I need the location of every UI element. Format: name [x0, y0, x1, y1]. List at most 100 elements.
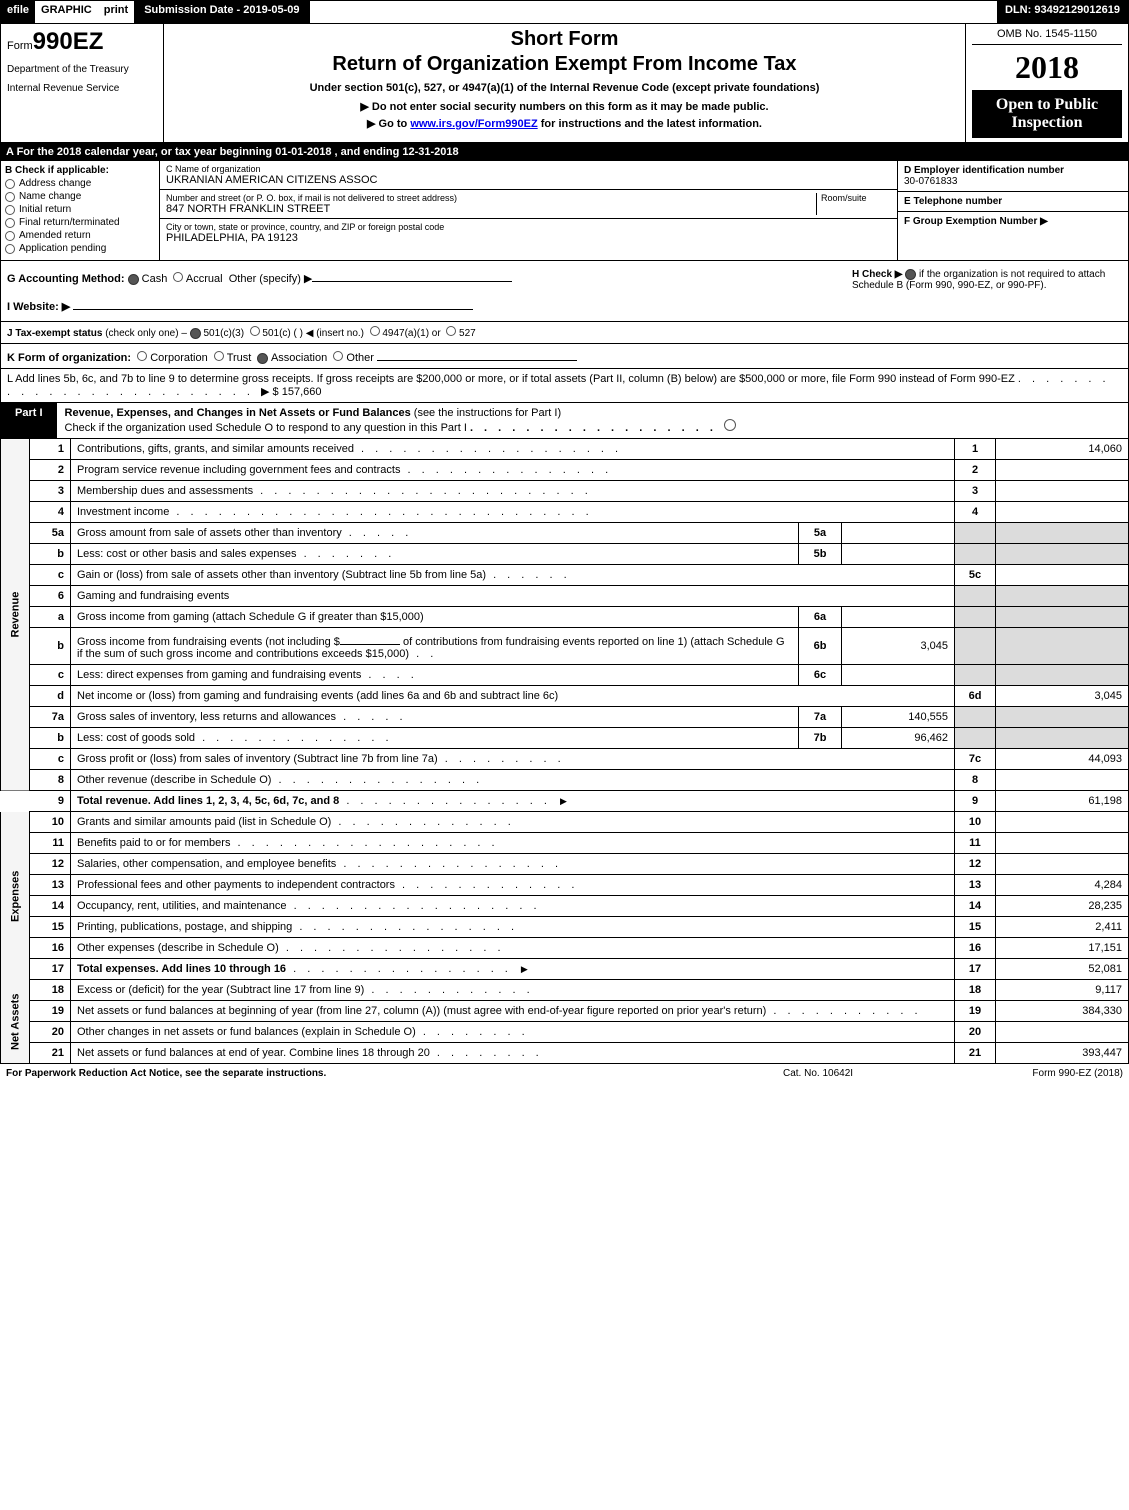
efile-label: efile — [1, 1, 35, 23]
l19-box: 19 — [955, 1001, 996, 1022]
part1-title: Revenue, Expenses, and Changes in Net As… — [65, 407, 411, 419]
dots-icon: . . — [409, 648, 437, 660]
l7a-sub: 7a — [799, 707, 842, 728]
k-corp-icon[interactable] — [137, 351, 147, 361]
grey-cell — [996, 728, 1129, 749]
line-1: Revenue 1 Contributions, gifts, grants, … — [1, 439, 1129, 460]
arrow-icon — [558, 795, 569, 807]
l16-desc: Other expenses (describe in Schedule O) — [77, 942, 279, 954]
grey-cell — [955, 586, 996, 607]
j-note: (check only one) – — [105, 328, 187, 339]
l8-desc: Other revenue (describe in Schedule O) — [77, 774, 271, 786]
l2-num: 2 — [30, 460, 71, 481]
a-end-date: 12-31-2018 — [402, 146, 458, 158]
instruction-1: ▶ Do not enter social security numbers o… — [172, 100, 957, 113]
l7c-num: c — [30, 749, 71, 770]
accrual-checkbox-icon[interactable] — [173, 272, 183, 282]
dots-icon: . . . . . . . . . . . . . . . — [400, 464, 612, 476]
instructions-link[interactable]: www.irs.gov/Form990EZ — [410, 118, 537, 130]
graphic-label[interactable]: GRAPHIC — [35, 1, 98, 23]
print-button[interactable]: print — [98, 1, 134, 23]
l21-box: 21 — [955, 1043, 996, 1064]
check-address-change[interactable]: Address change — [5, 178, 155, 189]
k-other-icon[interactable] — [333, 351, 343, 361]
l12-num: 12 — [30, 854, 71, 875]
grey-cell — [955, 628, 996, 665]
l-text: L Add lines 5b, 6c, and 7b to line 9 to … — [7, 373, 1015, 385]
k-assoc: Association — [271, 352, 327, 364]
line-2: 2 Program service revenue including gove… — [1, 460, 1129, 481]
website-field[interactable] — [73, 297, 473, 310]
l1-num: 1 — [30, 439, 71, 460]
check-final-return[interactable]: Final return/terminated — [5, 217, 155, 228]
b-item-5: Application pending — [19, 243, 106, 254]
l7c-box: 7c — [955, 749, 996, 770]
j-opt2: 501(c) ( ) ◀ (insert no.) — [262, 328, 364, 339]
check-initial-return[interactable]: Initial return — [5, 204, 155, 215]
footer-center: Cat. No. 10642I — [783, 1068, 963, 1079]
l3-box: 3 — [955, 481, 996, 502]
l3-val — [996, 481, 1129, 502]
line-6b: b Gross income from fundraising events (… — [1, 628, 1129, 665]
l10-val — [996, 812, 1129, 833]
l5b-sub: 5b — [799, 544, 842, 565]
l-arrow: ▶ $ — [261, 386, 282, 398]
header-subtitle: Under section 501(c), 527, or 4947(a)(1)… — [172, 82, 957, 94]
b-item-4: Amended return — [19, 230, 91, 241]
part1-checkbox-icon[interactable] — [724, 419, 736, 431]
grey-cell — [955, 607, 996, 628]
dots-icon: . . . . . . . . . . . . . . . . . . — [287, 900, 541, 912]
l5a-desc: Gross amount from sale of assets other t… — [77, 527, 342, 539]
line-6c: c Less: direct expenses from gaming and … — [1, 665, 1129, 686]
c-name-label: C Name of organization — [166, 164, 891, 174]
l2-desc: Program service revenue including govern… — [77, 464, 400, 476]
other-specify-field[interactable] — [312, 269, 512, 282]
dots-icon: . . . . . . . . . . . . . — [331, 816, 514, 828]
i-label: I Website: ▶ — [7, 301, 70, 313]
check-amended-return[interactable]: Amended return — [5, 230, 155, 241]
dots-icon: . . . . . . . . . . . . . . . . . . . — [230, 837, 498, 849]
j-501c3-icon[interactable] — [190, 328, 201, 339]
k-trust: Trust — [227, 352, 252, 364]
form-header: Form990EZ Department of the Treasury Int… — [0, 24, 1129, 143]
j-501c-icon[interactable] — [250, 326, 260, 336]
l6c-subval — [842, 665, 955, 686]
l16-num: 16 — [30, 938, 71, 959]
side-netassets: Net Assets — [1, 980, 30, 1064]
line-6: 6 Gaming and fundraising events — [1, 586, 1129, 607]
line-18: Net Assets 18 Excess or (deficit) for th… — [1, 980, 1129, 1001]
k-other-field[interactable] — [377, 348, 577, 361]
check-name-change[interactable]: Name change — [5, 191, 155, 202]
cash-checkbox-icon[interactable] — [128, 274, 139, 285]
line-12: 12 Salaries, other compensation, and emp… — [1, 854, 1129, 875]
l6c-desc: Less: direct expenses from gaming and fu… — [77, 669, 361, 681]
open-public-inspection: Open to Public Inspection — [972, 90, 1122, 138]
grey-cell — [955, 523, 996, 544]
check-application-pending[interactable]: Application pending — [5, 243, 155, 254]
l10-num: 10 — [30, 812, 71, 833]
l6b-amount-field[interactable] — [340, 632, 400, 645]
l19-val: 384,330 — [996, 1001, 1129, 1022]
l6b-desc-pre: Gross income from fundraising events (no… — [77, 636, 340, 648]
e-label: E Telephone number — [904, 196, 1122, 207]
grey-cell — [955, 707, 996, 728]
line-6a: a Gross income from gaming (attach Sched… — [1, 607, 1129, 628]
line-5b: b Less: cost or other basis and sales ex… — [1, 544, 1129, 565]
l3-desc: Membership dues and assessments — [77, 485, 253, 497]
part1-note: (see the instructions for Part I) — [414, 407, 561, 419]
j-4947-icon[interactable] — [370, 326, 380, 336]
submission-date-label: Submission Date - — [144, 4, 243, 16]
k-trust-icon[interactable] — [214, 351, 224, 361]
j-opt3: 4947(a)(1) or — [382, 328, 440, 339]
h-checkbox-icon[interactable] — [905, 269, 916, 280]
page-footer: For Paperwork Reduction Act Notice, see … — [0, 1064, 1129, 1083]
l7c-desc: Gross profit or (loss) from sales of inv… — [77, 753, 438, 765]
k-assoc-icon[interactable] — [257, 353, 268, 364]
line-16: 16 Other expenses (describe in Schedule … — [1, 938, 1129, 959]
dots-icon: . . . . . . . . . — [438, 753, 565, 765]
j-527-icon[interactable] — [446, 326, 456, 336]
g-other: Other (specify) ▶ — [229, 273, 313, 285]
grey-cell — [996, 665, 1129, 686]
section-j: J Tax-exempt status (check only one) – 5… — [0, 322, 1129, 344]
line-17: 17 Total expenses. Add lines 10 through … — [1, 959, 1129, 980]
